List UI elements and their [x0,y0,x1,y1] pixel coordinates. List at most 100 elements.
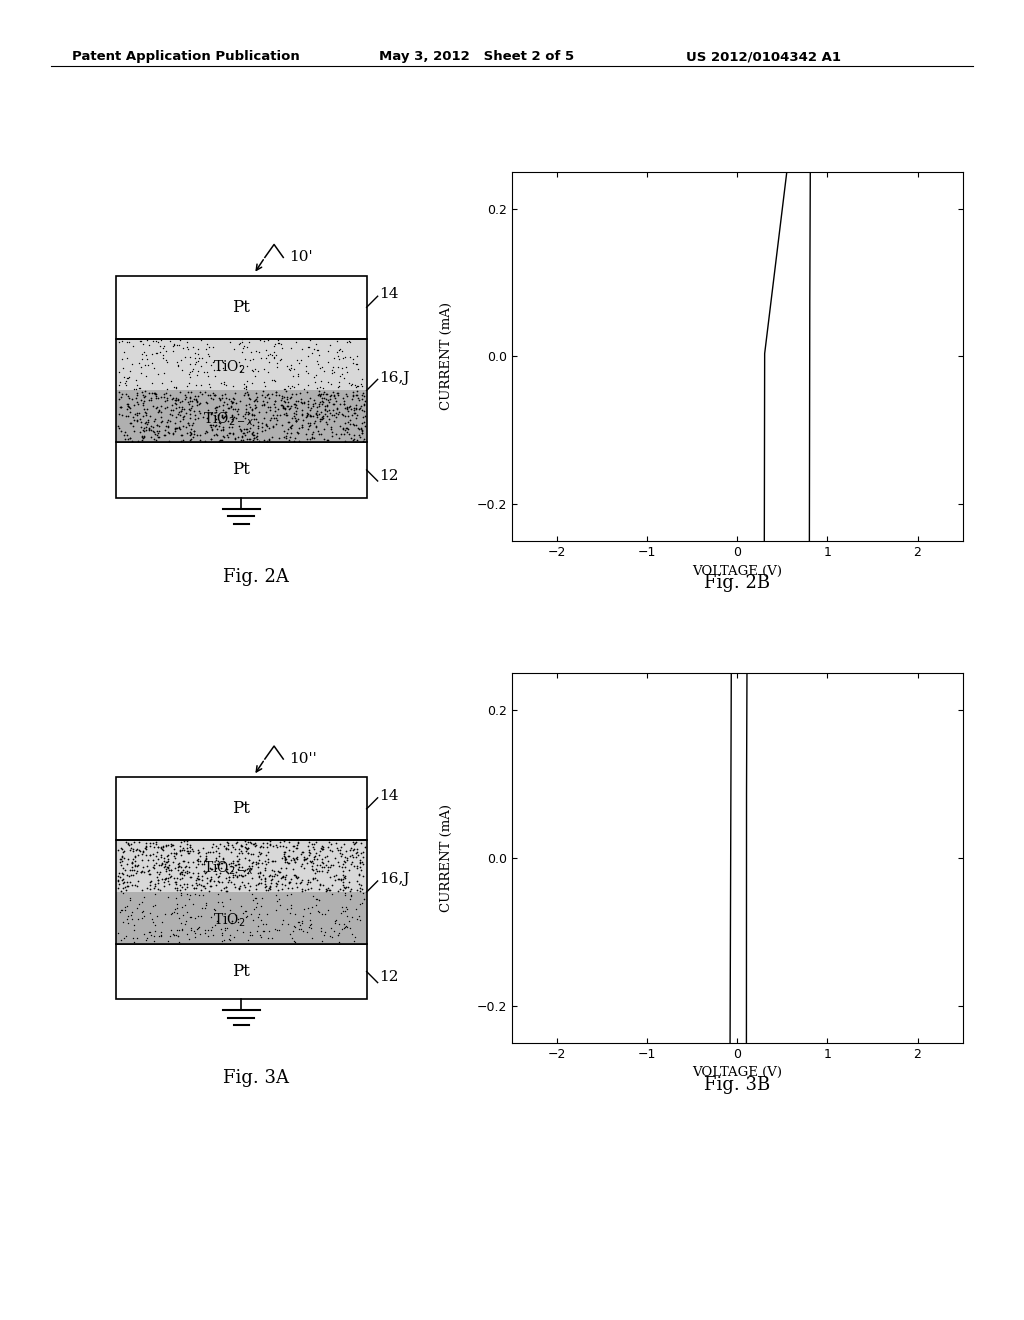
Point [181,414,198,436]
Point [342,414,358,436]
Point [267,850,284,871]
Point [163,371,179,392]
Point [175,429,191,450]
Point [341,372,357,393]
Point [195,884,211,906]
Point [348,346,365,367]
Point [198,850,214,871]
Point [281,392,297,413]
Point [184,894,201,915]
Point [302,903,318,924]
Point [244,925,260,946]
Point [339,331,355,352]
Point [209,418,225,440]
Point [224,391,241,412]
Point [147,385,164,407]
Point [218,867,234,888]
Point [299,403,315,424]
Point [189,853,206,874]
Point [220,870,237,891]
Point [210,867,226,888]
Point [259,837,275,858]
Point [261,343,278,364]
Point [128,378,144,399]
Text: 14: 14 [380,288,399,301]
Point [226,339,243,360]
Point [164,395,180,416]
Point [203,869,219,890]
Point [328,909,344,931]
Point [262,875,279,896]
Point [182,352,199,374]
Point [230,865,247,886]
Point [227,392,244,413]
Point [180,372,197,393]
Point [223,912,240,933]
Point [139,348,156,370]
Point [344,352,360,374]
Point [257,845,273,866]
Point [134,426,151,447]
Text: 10'': 10'' [289,752,316,766]
Point [276,869,293,890]
Point [305,393,322,414]
Point [129,392,145,413]
Point [231,418,248,440]
Point [167,847,183,869]
Point [176,850,193,871]
Point [326,385,342,407]
Point [182,884,199,906]
Point [334,843,350,865]
Point [114,854,130,875]
Point [236,335,252,356]
Point [174,391,190,412]
Point [298,428,314,449]
Point [182,866,199,887]
Point [156,871,172,892]
Point [326,393,342,414]
Point [335,387,351,408]
Point [133,412,150,433]
Point [242,875,258,896]
Point [239,906,255,927]
Point [283,869,299,890]
Point [139,355,156,376]
Point [324,421,340,442]
Point [266,370,283,391]
Point [205,841,221,862]
Point [263,873,280,894]
Point [220,838,237,859]
Point [188,867,205,888]
Point [218,880,234,902]
Point [278,405,294,426]
Point [315,388,332,409]
Point [314,931,331,952]
Point [160,834,176,855]
Point [351,418,368,440]
Point [289,837,305,858]
Point [354,841,371,862]
Point [123,834,139,855]
Point [266,347,283,368]
Point [332,842,348,863]
Point [174,896,190,917]
Point [252,843,268,865]
Point [295,409,311,430]
Point [238,418,254,440]
Point [237,381,253,403]
Point [144,343,161,364]
Point [311,356,328,378]
Point [176,347,193,368]
Point [173,425,189,446]
Point [264,404,281,425]
Point [219,858,236,879]
Point [191,850,208,871]
Point [139,855,156,876]
Point [181,363,198,384]
Point [256,358,272,379]
Point [345,414,361,436]
Point [123,412,139,433]
Point [158,416,174,437]
Point [307,846,324,867]
Point [334,358,350,379]
